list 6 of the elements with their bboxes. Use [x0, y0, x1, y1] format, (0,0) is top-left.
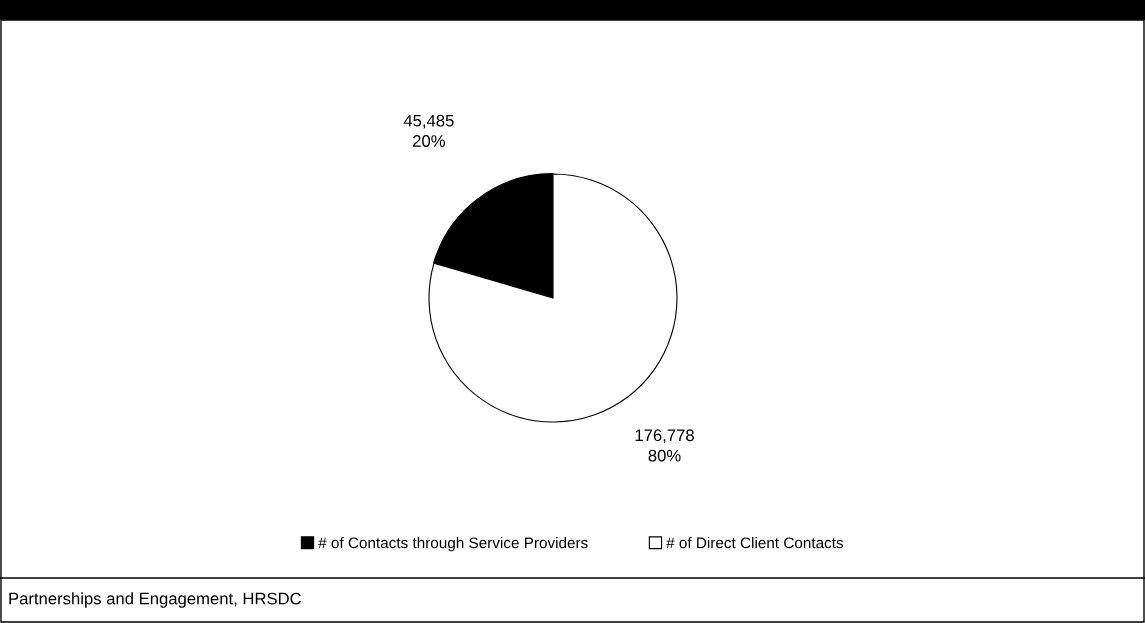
legend-label: # of Direct Client Contacts — [666, 537, 844, 549]
data-label: 45,485 20% — [403, 114, 454, 147]
pie-slice — [428, 173, 678, 423]
legend-label: # of Contacts through Service Providers — [318, 537, 588, 552]
text: Partnerships and Engagement, HRSDC — [9, 592, 302, 608]
data-label: 176,778 80% — [635, 429, 694, 462]
